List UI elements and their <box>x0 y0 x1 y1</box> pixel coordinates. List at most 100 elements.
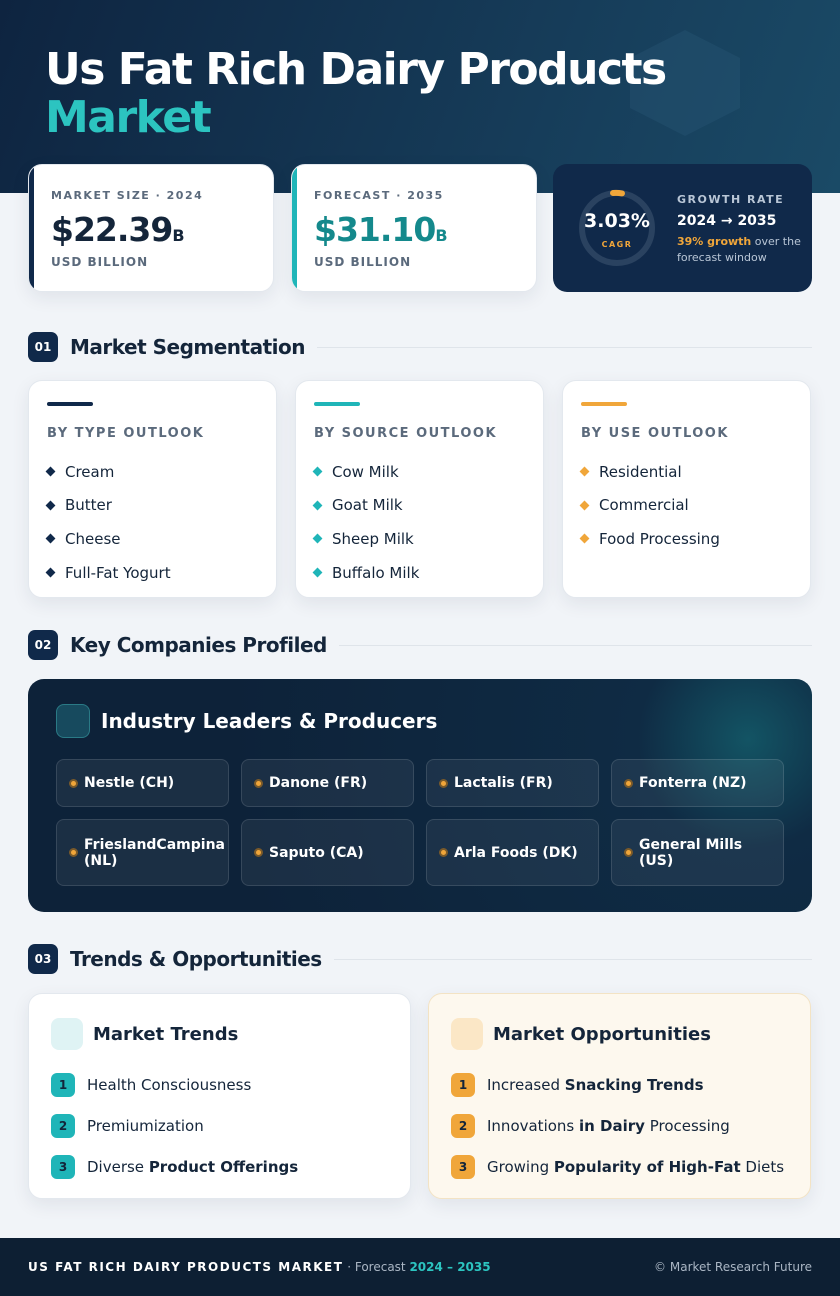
item-text: Diverse Product Offerings <box>87 1158 298 1176</box>
company-dot <box>69 778 78 788</box>
item-text: Sheep Milk <box>332 529 414 548</box>
trend-card: Market Trends 1 Health Consciousness 2 Premi… <box>28 993 411 1199</box>
item-number: 2 <box>451 1113 475 1138</box>
segment-item: Cow Milk <box>312 455 525 489</box>
segment-item: Commercial <box>579 489 792 523</box>
section-header: 01 Market Segmentation <box>28 332 812 362</box>
segment-item: Food Processing <box>579 522 792 556</box>
stat-number: $31.10 <box>314 210 436 249</box>
bullet <box>45 567 56 578</box>
stat-value: $31.10B <box>314 210 514 249</box>
company-pill: Saputo (CA) <box>241 819 414 886</box>
section-header: 03 Trends & Opportunities <box>28 944 812 974</box>
accent-bar <box>29 165 34 291</box>
bold-text: Popularity of High-Fat <box>553 1157 741 1176</box>
item-text: Residential <box>599 462 682 481</box>
company-dot <box>439 778 448 788</box>
trend-card: Market Opportunities 1 Increased Snacking … <box>428 993 811 1199</box>
trend-item: 3 Diverse Product Offerings <box>51 1146 388 1187</box>
title: Us Fat Rich Dairy Products <box>45 44 667 95</box>
company-name: FrieslandCampina (NL) <box>84 836 225 869</box>
segment-item: Cream <box>45 455 258 489</box>
company-dot <box>254 778 263 788</box>
trend-header: Market Trends <box>51 1018 388 1050</box>
footer-credit: © Market Research Future <box>654 1260 812 1274</box>
stat-label: MARKET SIZE · 2024 <box>51 189 204 202</box>
stat-card: FORECAST · 2035 $31.10B USD BILLION <box>291 164 537 292</box>
trend-title: Market Trends <box>93 1023 239 1045</box>
footer-sep: · Forecast <box>343 1260 410 1274</box>
bullet <box>579 500 590 511</box>
item-number: 1 <box>451 1072 475 1097</box>
trend-icon <box>451 1018 483 1050</box>
section-title: Trends & Opportunities <box>70 947 322 971</box>
company-pill: Nestle (CH) <box>56 759 229 807</box>
company-pill: Arla Foods (DK) <box>426 819 599 886</box>
footer-title: US FAT RICH DAIRY PRODUCTS MARKET <box>28 1260 344 1274</box>
item-text: Premiumization <box>87 1117 204 1135</box>
company-dot <box>624 778 633 788</box>
company-name: Nestle (CH) <box>84 775 175 791</box>
cagr-caption: CAGR <box>601 240 633 249</box>
company-pill: Fonterra (NZ) <box>611 759 784 807</box>
item-text: Health Consciousness <box>87 1076 251 1094</box>
bullet <box>312 466 323 477</box>
header <box>0 0 840 193</box>
segment-card: BY TYPE OUTLOOK Cream Butter Cheese Full-Fat… <box>28 380 277 598</box>
company-name: General Mills (US) <box>639 836 743 869</box>
segment-item: Sheep Milk <box>312 522 525 556</box>
stat-unit: B <box>172 226 184 245</box>
companies-panel: Industry Leaders & Producers Nestle (CH) D… <box>28 679 812 912</box>
section-number: 02 <box>28 630 58 660</box>
item-text: Food Processing <box>599 529 720 548</box>
segment-item: Cheese <box>45 522 258 556</box>
stat-unit: B <box>435 226 447 245</box>
text: Health Consciousness <box>87 1075 252 1094</box>
segment-item: Buffalo Milk <box>312 556 525 590</box>
trend-item: 1 Increased Snacking Trends <box>451 1064 788 1105</box>
companies-title: Industry Leaders & Producers <box>101 709 438 733</box>
segment-card: BY SOURCE OUTLOOK Cow Milk Goat Milk Sheep … <box>295 380 544 598</box>
trend-title: Market Opportunities <box>493 1023 711 1045</box>
stat-card: MARKET SIZE · 2024 $22.39B USD BILLION <box>28 164 274 292</box>
companies-header: Industry Leaders & Producers <box>56 704 437 738</box>
growth-note: over the forecast window <box>677 235 801 264</box>
growth-label: GROWTH RATE <box>677 193 785 206</box>
company-name: Arla Foods (DK) <box>454 844 578 861</box>
text: Processing <box>644 1116 730 1135</box>
company-pill: FrieslandCampina (NL) <box>56 819 229 886</box>
trend-icon <box>51 1018 83 1050</box>
divider <box>317 346 812 348</box>
accent-bar <box>292 165 297 291</box>
section-number: 01 <box>28 332 58 362</box>
item-text: Cheese <box>65 529 121 548</box>
text: Increased <box>487 1075 565 1094</box>
item-text: Commercial <box>599 496 689 515</box>
bold-text: Product Offerings <box>148 1157 299 1176</box>
trend-item: 1 Health Consciousness <box>51 1064 388 1105</box>
accent <box>581 402 627 406</box>
text: Premiumization <box>87 1116 204 1135</box>
company-dot <box>69 848 78 857</box>
footer: US FAT RICH DAIRY PRODUCTS MARKET · Fore… <box>0 1238 840 1296</box>
section-title: Market Segmentation <box>70 335 306 359</box>
segment-title: BY TYPE OUTLOOK <box>47 426 205 441</box>
section-header: 02 Key Companies Profiled <box>28 630 812 660</box>
stat-label: FORECAST · 2035 <box>314 189 444 202</box>
bold-text: Snacking Trends <box>564 1075 704 1094</box>
item-text: Increased Snacking Trends <box>487 1076 704 1094</box>
company-pill: Danone (FR) <box>241 759 414 807</box>
item-text: Cream <box>65 462 115 481</box>
text: Growing <box>487 1157 554 1176</box>
stat-number: $22.39 <box>51 210 173 249</box>
bullet <box>45 500 56 511</box>
company-dot <box>624 848 633 857</box>
section-number: 03 <box>28 944 58 974</box>
stat-value: $22.39B <box>51 210 251 249</box>
bullet <box>579 534 590 544</box>
trend-item: 2 Premiumization <box>51 1105 388 1146</box>
bullet <box>312 500 323 511</box>
company-dot <box>439 848 448 857</box>
title-accent: Market <box>45 92 212 143</box>
